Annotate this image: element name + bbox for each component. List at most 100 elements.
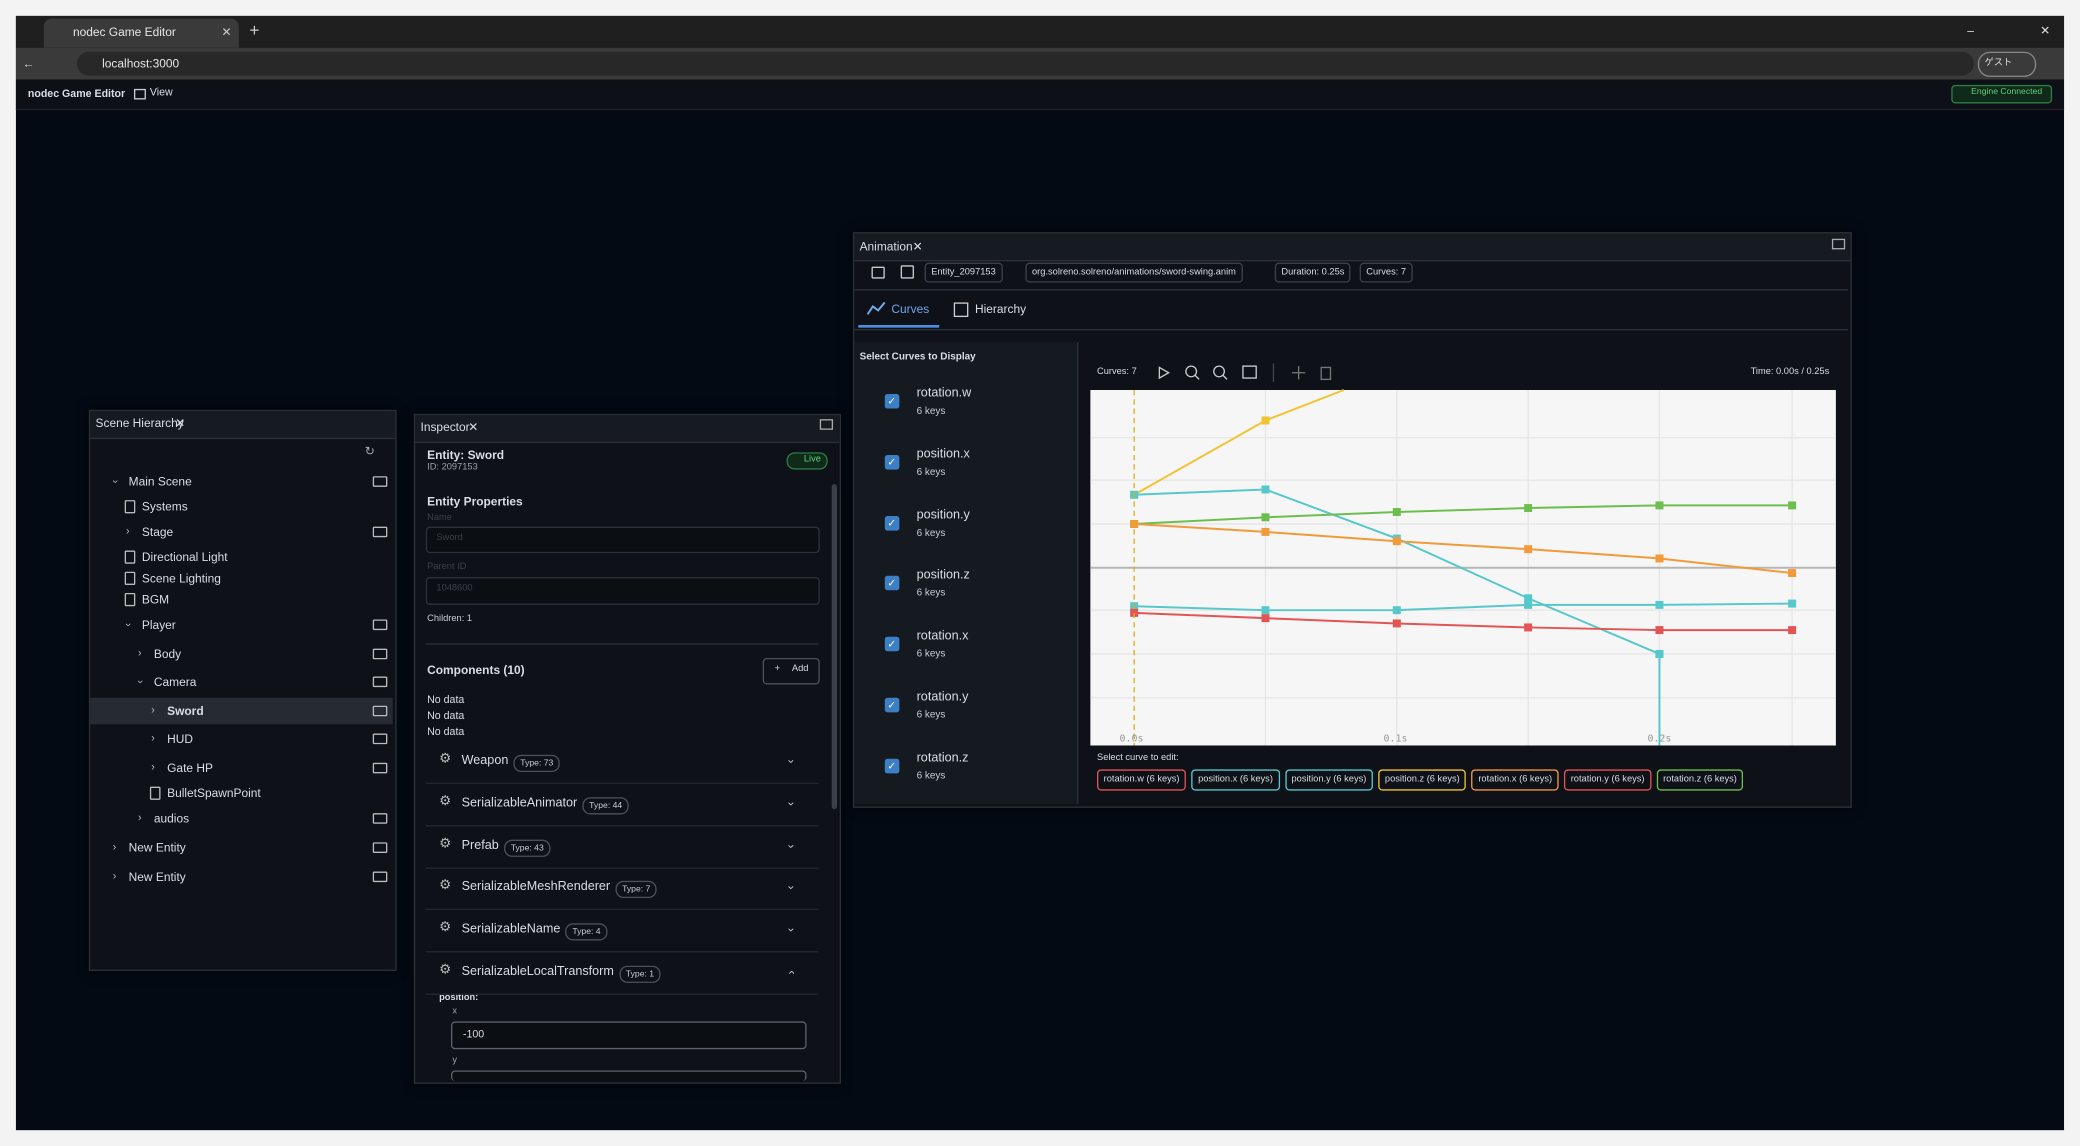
keyframe[interactable] [1261, 527, 1270, 536]
keyframe[interactable] [1655, 626, 1664, 635]
keyframe[interactable] [1392, 619, 1401, 628]
checkbox[interactable] [884, 576, 900, 591]
tree-item[interactable]: Gate HP [167, 761, 213, 775]
expand[interactable]: › [784, 759, 798, 764]
keyframe[interactable] [1655, 649, 1664, 658]
popout[interactable] [1831, 238, 1846, 250]
tab-hierarchy[interactable]: Hierarchy [974, 302, 1027, 316]
curve-name[interactable]: position.x [916, 446, 970, 462]
tree-item[interactable]: Sword [167, 704, 204, 718]
add-key[interactable] [1292, 366, 1306, 380]
zoom-in[interactable] [1185, 365, 1198, 378]
fit[interactable] [1242, 365, 1257, 379]
curve-name[interactable]: rotation.w [916, 386, 972, 401]
keyframe[interactable] [1655, 501, 1664, 510]
edit-chip[interactable]: rotation.y (6 keys) [1564, 769, 1652, 791]
expand[interactable]: › [784, 843, 798, 848]
edit-chip[interactable]: position.x (6 keys) [1191, 769, 1280, 791]
input[interactable] [451, 1070, 807, 1082]
expander[interactable]: › [151, 761, 155, 774]
expand[interactable]: › [784, 801, 798, 806]
tree-item[interactable]: Body [153, 647, 182, 661]
expander[interactable]: › [134, 680, 147, 684]
checkbox[interactable] [884, 697, 900, 713]
view-menu[interactable]: View [149, 86, 173, 99]
new-tab[interactable]: + [249, 19, 260, 40]
close-tab[interactable]: ✕ [175, 416, 186, 430]
lock[interactable] [871, 266, 885, 279]
zoom-out[interactable] [1213, 365, 1226, 378]
tree-item[interactable]: Main Scene [128, 474, 192, 489]
tree-item[interactable]: Camera [153, 675, 197, 689]
expand[interactable]: › [784, 885, 798, 890]
curve-name[interactable]: rotation.y [916, 689, 969, 705]
tree-item[interactable]: Stage [141, 525, 174, 539]
keyframe[interactable] [1788, 569, 1797, 578]
checkbox[interactable] [884, 758, 900, 774]
tree-item[interactable]: New Entity [128, 870, 186, 884]
curve-name[interactable]: position.z [916, 568, 970, 583]
edit-chip[interactable]: position.z (6 keys) [1378, 769, 1467, 791]
tree-item[interactable]: Systems [141, 500, 188, 514]
refresh[interactable]: ↻ [364, 444, 375, 458]
close-tab[interactable]: ✕ [468, 420, 479, 434]
tree-item[interactable]: Player [141, 618, 176, 632]
checkbox[interactable] [884, 636, 900, 652]
profile[interactable] [1977, 51, 2037, 77]
tree-item[interactable]: audios [153, 811, 190, 826]
keyframe[interactable] [1392, 537, 1401, 546]
keyframe[interactable] [1655, 600, 1664, 609]
keyframe[interactable] [1524, 623, 1533, 632]
expander[interactable]: › [137, 647, 142, 660]
expand[interactable]: › [784, 928, 798, 933]
expander[interactable]: › [151, 732, 155, 745]
keyframe[interactable] [1788, 626, 1797, 635]
keyframe[interactable] [1788, 599, 1797, 608]
curve-name[interactable]: position.y [916, 507, 970, 523]
keyframe[interactable] [1655, 554, 1664, 563]
tree-item[interactable]: HUD [167, 732, 194, 746]
input[interactable] [425, 526, 820, 554]
input[interactable] [451, 1021, 807, 1050]
keyframe[interactable] [1524, 504, 1533, 513]
expander[interactable]: › [151, 704, 155, 717]
tab-close[interactable]: ✕ [221, 25, 232, 39]
keyframe[interactable] [1261, 416, 1270, 425]
expander[interactable]: › [137, 811, 142, 824]
minimize[interactable]: – [1967, 23, 1974, 38]
tab-curves[interactable]: Curves [891, 302, 930, 316]
tab[interactable] [43, 18, 239, 48]
checkbox[interactable] [884, 393, 900, 409]
close-window[interactable]: ✕ [2040, 23, 2051, 38]
checkbox[interactable] [884, 515, 900, 531]
tree-item[interactable]: New Entity [128, 841, 186, 855]
play[interactable] [1158, 366, 1170, 380]
expander[interactable]: › [112, 841, 117, 853]
scrollbar[interactable] [831, 484, 838, 810]
save[interactable] [900, 265, 914, 279]
edit-chip[interactable]: rotation.z (6 keys) [1656, 769, 1744, 791]
checkbox[interactable] [884, 454, 900, 470]
keyframe[interactable] [1261, 606, 1270, 615]
add-button[interactable] [762, 657, 820, 685]
expander[interactable]: › [112, 870, 117, 883]
edit-chip[interactable]: rotation.w (6 keys) [1097, 769, 1187, 791]
delete-key[interactable] [1320, 366, 1332, 381]
expander[interactable]: › [109, 479, 122, 484]
keyframe[interactable] [1261, 614, 1270, 623]
back[interactable]: ← [22, 57, 35, 71]
keyframe[interactable] [1261, 513, 1270, 522]
tree-item[interactable]: Directional Light [141, 550, 228, 564]
close-tab[interactable]: ✕ [912, 240, 923, 254]
keyframe[interactable] [1392, 508, 1401, 517]
tree-item[interactable]: BGM [141, 592, 170, 607]
tree-item[interactable]: Scene Lighting [141, 571, 221, 585]
keyframe[interactable] [1524, 545, 1533, 554]
keyframe[interactable] [1524, 600, 1533, 609]
curve-name[interactable]: rotation.x [916, 629, 969, 644]
keyframe[interactable] [1524, 594, 1533, 603]
edit-chip[interactable]: position.y (6 keys) [1284, 769, 1373, 791]
tree-item[interactable]: BulletSpawnPoint [167, 786, 261, 800]
address-bar[interactable] [76, 51, 1974, 76]
popout[interactable] [819, 419, 834, 430]
